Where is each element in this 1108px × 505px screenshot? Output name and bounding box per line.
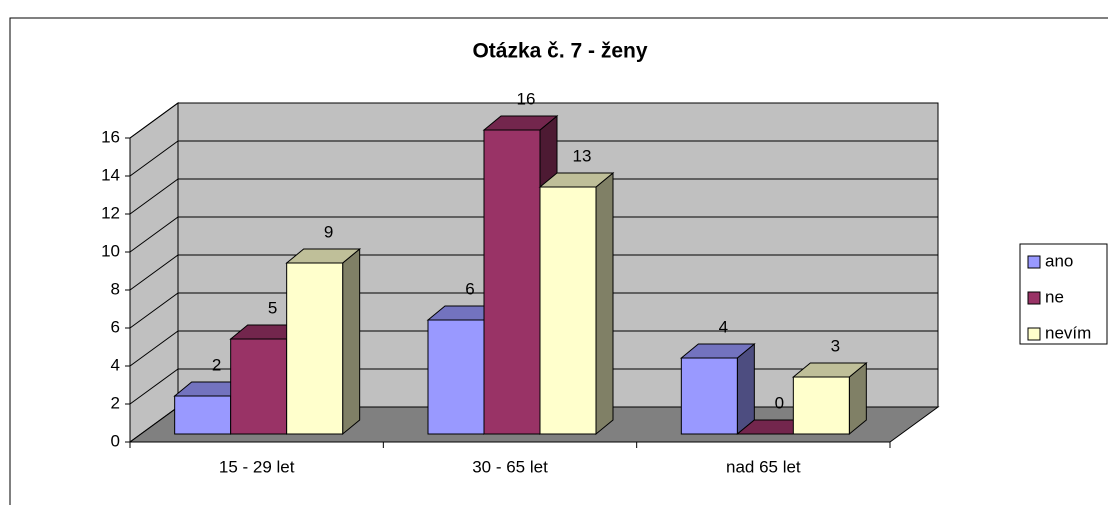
bar-side [595,171,614,436]
legend-swatch [1027,327,1041,341]
bar [792,376,850,435]
y-tick-label: 8 [111,279,120,298]
data-label: 5 [268,298,277,317]
bar [483,129,541,435]
bar [286,262,344,435]
bar-side [342,247,361,436]
legend-swatch [1027,255,1041,269]
y-tick-label: 16 [101,127,120,146]
data-label: 9 [324,222,333,241]
bar [539,186,597,435]
y-tick-label: 6 [111,317,120,336]
chart-title: Otázka č. 7 - ženy [472,40,647,63]
data-label: 3 [831,336,840,355]
data-label: 13 [573,146,592,165]
y-tick-label: 4 [111,355,120,374]
data-label: 6 [465,279,474,298]
grid-line [129,178,938,215]
data-label: 16 [517,89,536,108]
grid-line [129,254,938,291]
x-tick-label: 15 - 29 let [219,457,295,476]
grid-line [129,216,938,253]
legend-label: ano [1045,251,1073,270]
bar [680,357,738,435]
grid-line [129,292,938,329]
y-tick-label: 0 [111,431,120,450]
data-label: 2 [212,355,221,374]
y-tick-label: 2 [111,393,120,412]
grid-line [129,330,938,367]
legend-label: ne [1045,287,1064,306]
bar [427,319,485,435]
bar [230,338,288,435]
bar-side [736,342,755,436]
legend-swatch [1027,291,1041,305]
grid-line [129,102,938,139]
legend-label: nevím [1045,323,1091,342]
x-tick-label: nad 65 let [726,457,801,476]
x-tick-label: 30 - 65 let [472,457,548,476]
bar [174,395,232,435]
y-tick-label: 14 [101,165,120,184]
data-label: 0 [775,393,784,412]
data-label: 4 [719,317,728,336]
grid-line [129,140,938,177]
y-tick-label: 12 [101,203,120,222]
y-tick-label: 10 [101,241,120,260]
chart-border [9,17,1108,505]
